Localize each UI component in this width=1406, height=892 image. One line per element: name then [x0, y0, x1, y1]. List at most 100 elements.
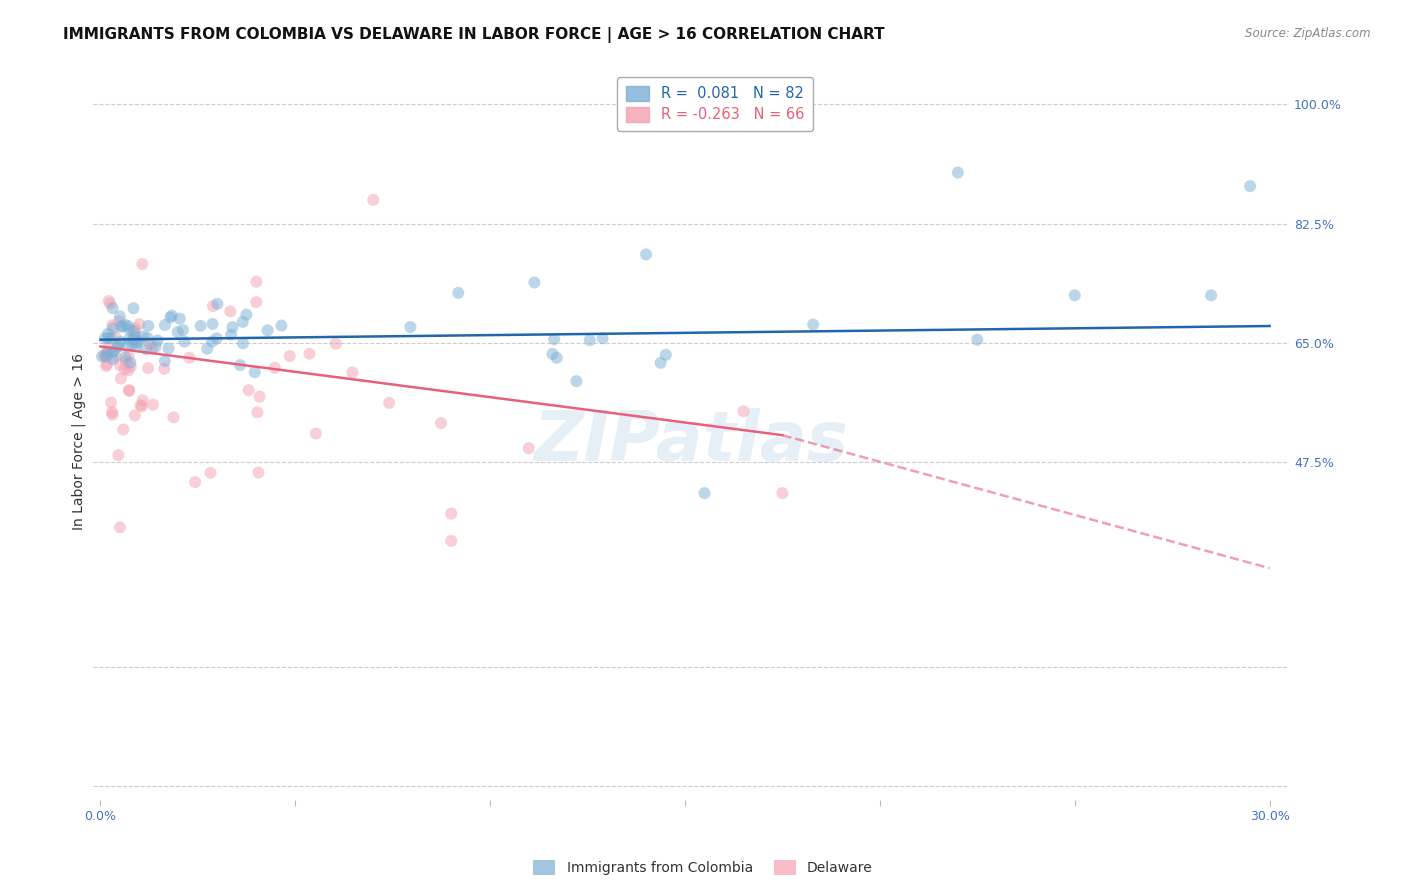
Point	[229, 358, 252, 372]
Point	[120, 359, 142, 374]
Point	[1239, 179, 1261, 194]
Point	[135, 343, 157, 357]
Point	[399, 320, 422, 334]
Point	[655, 348, 678, 362]
Point	[96, 359, 118, 373]
Point	[263, 360, 285, 375]
Point	[104, 350, 127, 364]
Point	[249, 390, 271, 404]
Point	[97, 326, 120, 341]
Point	[634, 247, 657, 261]
Point	[278, 349, 301, 363]
Point	[125, 339, 148, 353]
Point	[157, 342, 180, 356]
Point	[124, 321, 146, 335]
Point	[97, 339, 120, 353]
Point	[190, 318, 212, 333]
Point	[108, 310, 131, 324]
Point	[118, 322, 141, 336]
Point	[132, 329, 155, 343]
Point	[101, 345, 124, 359]
Point	[169, 311, 191, 326]
Point	[136, 318, 159, 333]
Point	[361, 193, 384, 207]
Point	[117, 363, 139, 377]
Point	[115, 354, 138, 368]
Point	[127, 334, 149, 349]
Point	[131, 393, 153, 408]
Point	[128, 317, 150, 331]
Point	[141, 342, 163, 356]
Point	[124, 409, 146, 423]
Text: IMMIGRANTS FROM COLOMBIA VS DELAWARE IN LABOR FORCE | AGE > 16 CORRELATION CHART: IMMIGRANTS FROM COLOMBIA VS DELAWARE IN …	[63, 27, 884, 43]
Point	[232, 336, 254, 351]
Point	[136, 331, 159, 345]
Point	[117, 349, 139, 363]
Point	[592, 331, 614, 345]
Point	[523, 276, 546, 290]
Point	[166, 325, 188, 339]
Point	[110, 319, 132, 334]
Point	[440, 507, 463, 521]
Point	[108, 314, 131, 328]
Point	[124, 327, 146, 342]
Point	[118, 383, 141, 397]
Point	[96, 344, 118, 359]
Point	[246, 405, 269, 419]
Point	[129, 398, 152, 412]
Point	[378, 396, 401, 410]
Point	[693, 486, 716, 500]
Point	[517, 442, 540, 456]
Legend: Immigrants from Colombia, Delaware: Immigrants from Colombia, Delaware	[527, 855, 879, 880]
Point	[101, 318, 124, 333]
Point	[136, 361, 159, 376]
Point	[146, 334, 169, 348]
Point	[207, 297, 229, 311]
Point	[245, 295, 267, 310]
Point	[122, 324, 145, 338]
Point	[195, 342, 218, 356]
Point	[94, 350, 117, 364]
Point	[108, 520, 131, 534]
Point	[256, 323, 278, 337]
Point	[97, 293, 120, 308]
Point	[541, 347, 564, 361]
Point	[159, 310, 181, 325]
Point	[946, 165, 969, 179]
Point	[305, 426, 328, 441]
Point	[546, 351, 568, 365]
Point	[101, 408, 124, 422]
Point	[91, 350, 114, 364]
Point	[173, 334, 195, 349]
Point	[142, 398, 165, 412]
Text: Source: ZipAtlas.com: Source: ZipAtlas.com	[1246, 27, 1371, 40]
Point	[121, 337, 143, 351]
Point	[110, 334, 132, 349]
Point	[93, 348, 115, 362]
Point	[430, 416, 453, 430]
Point	[179, 351, 201, 365]
Point	[205, 331, 228, 345]
Point	[94, 331, 117, 345]
Point	[772, 486, 794, 500]
Point	[107, 339, 129, 353]
Point	[101, 352, 124, 367]
Point	[219, 304, 242, 318]
Point	[118, 384, 141, 398]
Point	[235, 308, 257, 322]
Point	[162, 410, 184, 425]
Point	[1063, 288, 1085, 302]
Point	[138, 336, 160, 351]
Point	[120, 355, 142, 369]
Point	[124, 330, 146, 344]
Point	[114, 362, 136, 376]
Point	[122, 301, 145, 316]
Point	[966, 333, 988, 347]
Point	[578, 333, 600, 347]
Legend: R =  0.081   N = 82, R = -0.263   N = 66: R = 0.081 N = 82, R = -0.263 N = 66	[617, 77, 813, 131]
Point	[118, 332, 141, 346]
Point	[110, 371, 132, 385]
Point	[543, 332, 565, 346]
Point	[1199, 288, 1222, 302]
Point	[153, 361, 176, 376]
